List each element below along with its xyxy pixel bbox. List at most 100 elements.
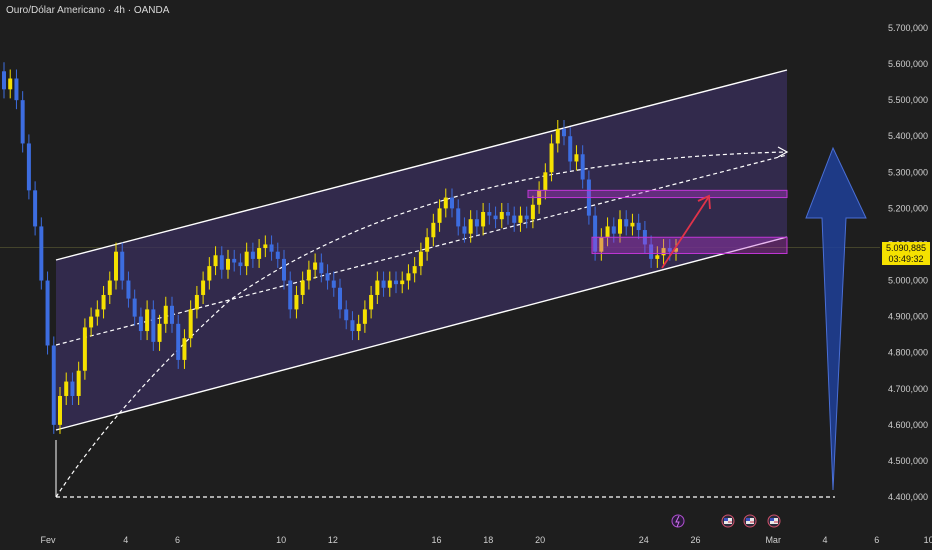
candle-body xyxy=(82,327,87,371)
candle-body xyxy=(661,248,666,256)
candle-body xyxy=(674,248,678,252)
lightning-icon[interactable] xyxy=(671,514,685,528)
x-tick-label: 16 xyxy=(431,535,441,545)
y-tick-label: 5.600,000 xyxy=(888,59,928,69)
candle-body xyxy=(456,208,461,227)
current-price-label: 5.090,885 xyxy=(882,242,930,254)
candle-body xyxy=(238,262,243,267)
candle-body xyxy=(51,345,56,425)
x-tick-label: 10 xyxy=(924,535,932,545)
candle-body xyxy=(294,294,299,310)
candle-body xyxy=(263,244,268,249)
candle-body xyxy=(605,226,610,238)
y-tick-label: 5.200,000 xyxy=(888,203,928,213)
candle-body xyxy=(611,226,616,234)
candle-body xyxy=(400,280,405,285)
candle-body xyxy=(275,251,280,259)
candle-body xyxy=(499,211,504,220)
candle-body xyxy=(138,316,143,332)
candle-body xyxy=(394,280,398,285)
x-tick-label: 6 xyxy=(175,535,180,545)
flag-canton xyxy=(746,518,750,521)
candle-body xyxy=(443,197,448,209)
candle-body xyxy=(33,190,38,227)
candle-body xyxy=(487,211,492,216)
candle-body xyxy=(188,309,193,339)
candle-body xyxy=(45,280,50,346)
us-flag-icon[interactable] xyxy=(721,514,735,528)
curve-arrowhead xyxy=(777,146,789,158)
candle-body xyxy=(288,280,293,310)
candle-body xyxy=(250,251,255,259)
chart-title: Ouro/Dólar Americano · 4h · OANDA xyxy=(6,5,170,16)
y-tick-label: 5.000,000 xyxy=(888,276,928,286)
candle-body xyxy=(362,309,367,324)
x-tick-label: 12 xyxy=(328,535,338,545)
x-tick-label: 20 xyxy=(535,535,545,545)
candle-body xyxy=(543,172,548,191)
channel-upper-line xyxy=(55,69,788,261)
event-icons[interactable] xyxy=(671,514,781,528)
candle-body xyxy=(213,255,218,267)
candle-body xyxy=(618,219,622,234)
x-tick-label: 4 xyxy=(822,535,827,545)
candle-body xyxy=(269,244,274,252)
channel-lower-line xyxy=(55,236,788,431)
candle-body xyxy=(14,78,19,101)
candle-body xyxy=(437,208,442,223)
candle-body xyxy=(306,269,311,281)
supply-zone xyxy=(591,236,788,254)
candle-body xyxy=(282,258,286,281)
projection-arrow xyxy=(805,146,867,491)
x-tick-label: 18 xyxy=(483,535,493,545)
us-flag-icon[interactable] xyxy=(767,514,781,528)
candle-body xyxy=(655,255,660,259)
icon-bg xyxy=(671,514,685,528)
x-tick-label: Fev xyxy=(40,535,56,545)
candle-body xyxy=(132,298,137,317)
y-tick-label: 4.600,000 xyxy=(888,420,928,430)
candle-body xyxy=(667,248,672,252)
candle-body xyxy=(474,219,479,227)
candle-body xyxy=(630,222,635,227)
x-tick-label: 4 xyxy=(123,535,128,545)
candle-body xyxy=(114,251,118,281)
candle-body xyxy=(201,280,206,295)
x-tick-label: 24 xyxy=(639,535,649,545)
candle-body xyxy=(120,251,125,281)
candle-body xyxy=(64,381,69,396)
candle-body xyxy=(325,273,330,281)
candle-body xyxy=(319,262,324,274)
candle-body xyxy=(375,280,380,295)
x-tick-label: 10 xyxy=(276,535,286,545)
candle-body xyxy=(450,197,454,209)
y-tick-label: 4.700,000 xyxy=(888,384,928,394)
candle-body xyxy=(313,262,318,270)
us-flag-icon[interactable] xyxy=(743,514,757,528)
candle-body xyxy=(462,226,467,234)
candle-body xyxy=(481,211,486,227)
candle-body xyxy=(39,226,44,281)
candle-body xyxy=(101,294,106,310)
candle-body xyxy=(599,237,604,252)
candle-body xyxy=(58,395,62,425)
candle-body xyxy=(369,294,374,310)
candle-body xyxy=(562,129,566,137)
candle-body xyxy=(26,143,31,191)
candle-body xyxy=(568,136,573,162)
lightning-glyph xyxy=(675,515,680,528)
y-tick-label: 5.500,000 xyxy=(888,95,928,105)
overlays xyxy=(527,146,867,491)
candle-body xyxy=(425,237,430,252)
x-tick-label: 6 xyxy=(874,535,879,545)
candle-body xyxy=(300,280,305,295)
candle-body xyxy=(176,323,181,360)
y-tick-label: 5.700,000 xyxy=(888,23,928,33)
candle-body xyxy=(70,381,75,396)
candle-body xyxy=(244,251,249,267)
candle-body xyxy=(518,215,523,223)
candle-body xyxy=(593,215,598,252)
candle-body xyxy=(151,309,156,342)
flag-canton xyxy=(724,518,728,521)
